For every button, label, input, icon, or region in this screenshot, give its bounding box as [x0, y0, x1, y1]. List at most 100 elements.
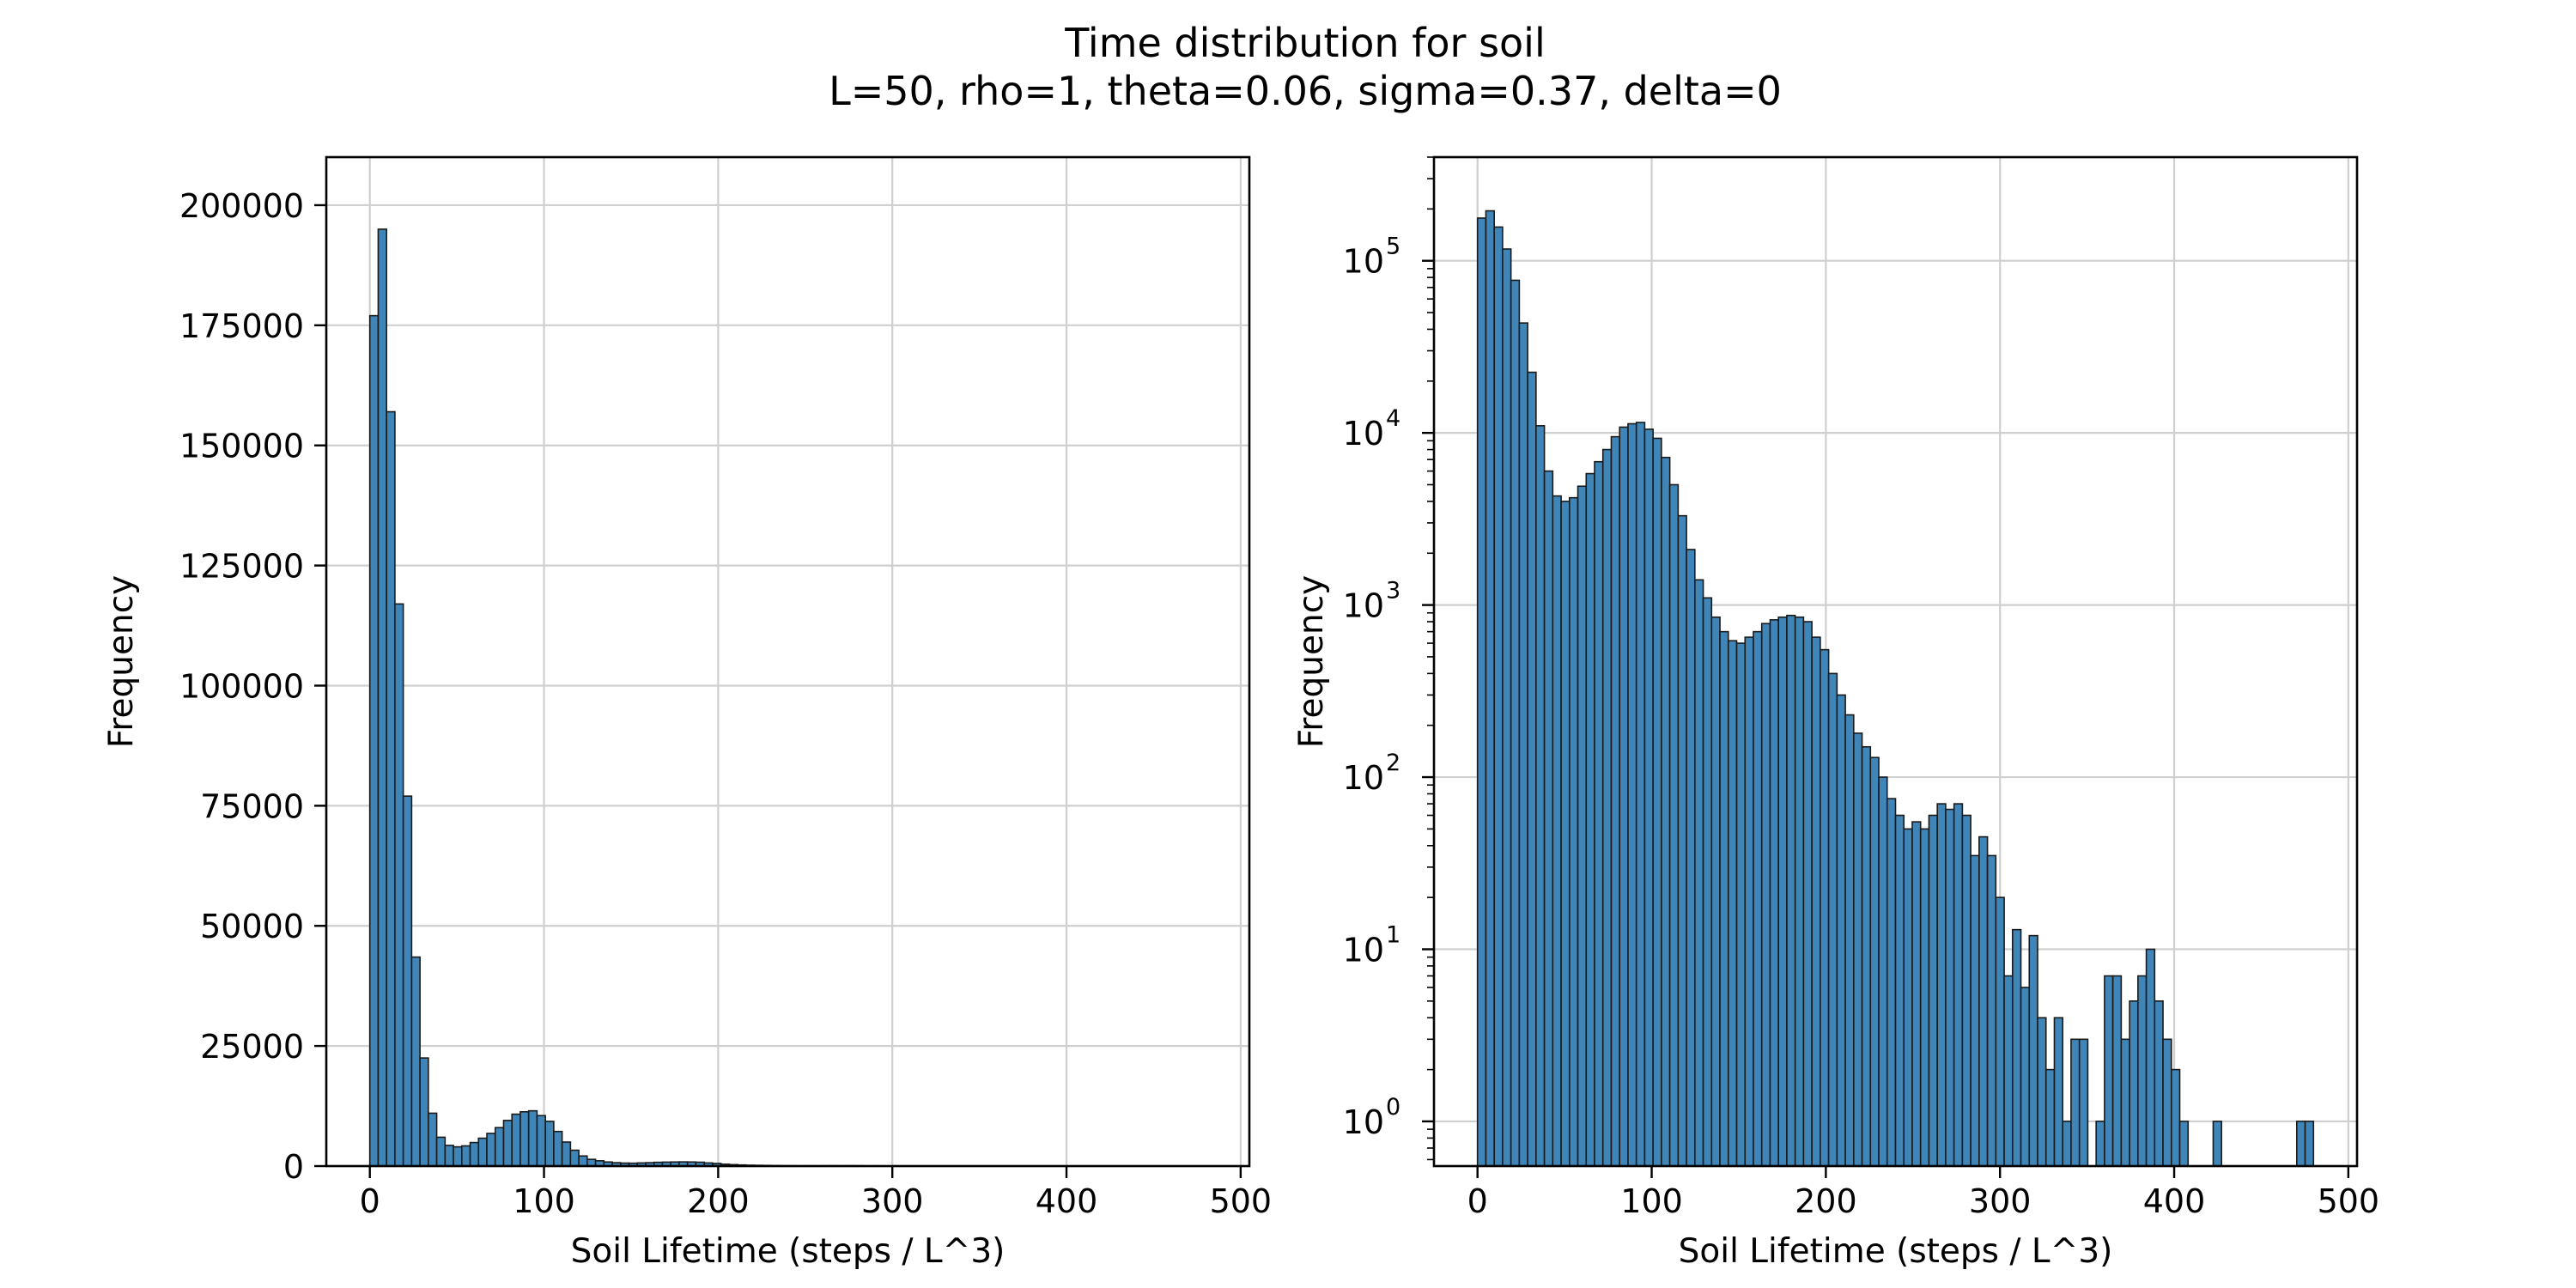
histogram-bar — [527, 1109, 538, 1167]
histogram-bar — [1827, 672, 1838, 1167]
x-axis-label: Soil Lifetime (steps / L^3) — [1679, 1232, 2113, 1271]
y-tick-label: 10 — [1343, 759, 1384, 797]
y-tick-label: 10 — [1343, 243, 1384, 281]
histogram-bar — [1744, 636, 1754, 1167]
histogram-bar — [1560, 501, 1571, 1167]
histogram-bar — [1502, 248, 1512, 1167]
y-tick-label: 200000 — [179, 187, 304, 225]
histogram-bar — [2296, 1121, 2306, 1167]
histogram-bar — [1836, 694, 1846, 1167]
histogram-bar — [2044, 1068, 2056, 1167]
y-tick-exponent: 3 — [1386, 578, 1400, 605]
histogram-bar — [1886, 798, 1897, 1167]
linear-panel: 0 100 200 300 400 500 0 25000 50000 75000 100000 12… — [102, 155, 1273, 1271]
y-tick-label: 0 — [283, 1148, 304, 1186]
histogram-bar — [1610, 435, 1621, 1167]
x-axis-label: Soil Lifetime (steps / L^3) — [571, 1232, 1005, 1271]
histogram-bar — [1995, 896, 2005, 1167]
histogram-bar — [1936, 803, 1947, 1167]
y-tick-label: 100000 — [179, 667, 304, 705]
histogram-bar — [1527, 371, 1537, 1167]
histogram-bar — [1577, 485, 1588, 1167]
histogram-bar — [1811, 636, 1821, 1167]
histogram-bar — [1694, 579, 1704, 1167]
histogram-bar — [2111, 975, 2123, 1167]
histogram-bar — [1853, 732, 1863, 1167]
histogram-bar — [1786, 614, 1796, 1167]
histogram-bar — [1894, 814, 1905, 1167]
histogram-bar — [386, 410, 396, 1167]
histogram-bar — [1869, 756, 1880, 1167]
histogram-bar — [2020, 987, 2031, 1167]
histogram-bar — [1535, 425, 1546, 1167]
x-tick-label: 0 — [360, 1182, 380, 1220]
y-tick-label: 150000 — [179, 428, 304, 465]
plot-frame — [1432, 155, 2359, 1168]
histogram-bar — [1878, 776, 1888, 1167]
histogram-bar — [1769, 619, 1779, 1167]
y-axis-label: Frequency — [102, 575, 141, 748]
x-tick-label: 500 — [1210, 1182, 1273, 1220]
histogram-bar — [428, 1112, 438, 1167]
y-tick-label: 75000 — [200, 787, 304, 825]
histogram-bar — [1661, 456, 1671, 1167]
histogram-bar — [2145, 948, 2156, 1167]
y-tick-label: 10 — [1343, 932, 1384, 969]
y-tick-exponent: 1 — [1386, 922, 1400, 949]
histogram-bar — [1686, 549, 1696, 1167]
histogram-bar — [1710, 616, 1721, 1167]
histogram-bar — [410, 956, 421, 1167]
histogram-bar — [1735, 642, 1747, 1167]
x-tick-label: 500 — [2318, 1182, 2380, 1220]
x-tick-label: 100 — [513, 1182, 575, 1220]
histogram-bar — [402, 795, 413, 1167]
histogram-bar — [561, 1141, 572, 1167]
histogram-bar — [1753, 630, 1763, 1167]
x-tick-label: 300 — [1969, 1182, 2032, 1220]
y-tick-label: 10 — [1343, 1103, 1384, 1141]
x-tick-label: 400 — [1036, 1182, 1098, 1220]
histogram-bar — [2304, 1121, 2315, 1167]
histogram-bar — [469, 1141, 480, 1167]
histogram-bar — [486, 1133, 496, 1167]
y-axis-label: Frequency — [1292, 575, 1331, 748]
y-tick-label: 25000 — [200, 1028, 304, 1066]
histogram-bar — [1635, 422, 1646, 1167]
histogram-bar — [1668, 483, 1680, 1167]
histogram-bar — [1953, 803, 1964, 1167]
histogram-bar — [1476, 217, 1487, 1167]
x-tick-label: 200 — [687, 1182, 750, 1220]
histogram-bar — [2070, 1038, 2081, 1167]
histogram-bar — [2012, 928, 2022, 1167]
histogram-bar — [1861, 745, 1872, 1167]
histogram-bar — [1760, 623, 1771, 1167]
x-tick-label: 300 — [861, 1182, 924, 1220]
histogram-bar — [2162, 1038, 2172, 1167]
x-tick-label: 100 — [1620, 1182, 1683, 1220]
histogram-bar — [1986, 854, 1997, 1167]
histogram-bar — [1518, 322, 1528, 1167]
y-tick-label: 50000 — [200, 908, 304, 945]
histogram-bar — [519, 1110, 530, 1167]
histogram-bar — [1702, 597, 1713, 1167]
histogram-bar — [494, 1127, 505, 1167]
histogram-bar — [368, 314, 380, 1167]
histogram-bar — [2170, 1068, 2181, 1167]
histogram-bar — [1961, 814, 1971, 1167]
histogram-bar — [2178, 1121, 2190, 1167]
histogram-bar — [1820, 648, 1830, 1167]
histogram-bar — [1485, 210, 1495, 1167]
histogram-bar — [578, 1155, 588, 1167]
histogram-bar — [1627, 422, 1637, 1167]
histogram-bar — [1727, 640, 1738, 1167]
y-tick-label: 10 — [1343, 415, 1384, 453]
histogram-bar — [1601, 448, 1613, 1167]
histogram-bar — [2053, 1017, 2064, 1167]
histogram-bar — [1794, 616, 1805, 1167]
histogram-bar — [2154, 1000, 2164, 1167]
histogram-bar — [419, 1057, 429, 1167]
histogram-bar — [2062, 1121, 2072, 1167]
histogram-bar — [1719, 630, 1729, 1167]
histogram-bar — [1945, 808, 1955, 1167]
histogram-bar — [1493, 226, 1504, 1167]
